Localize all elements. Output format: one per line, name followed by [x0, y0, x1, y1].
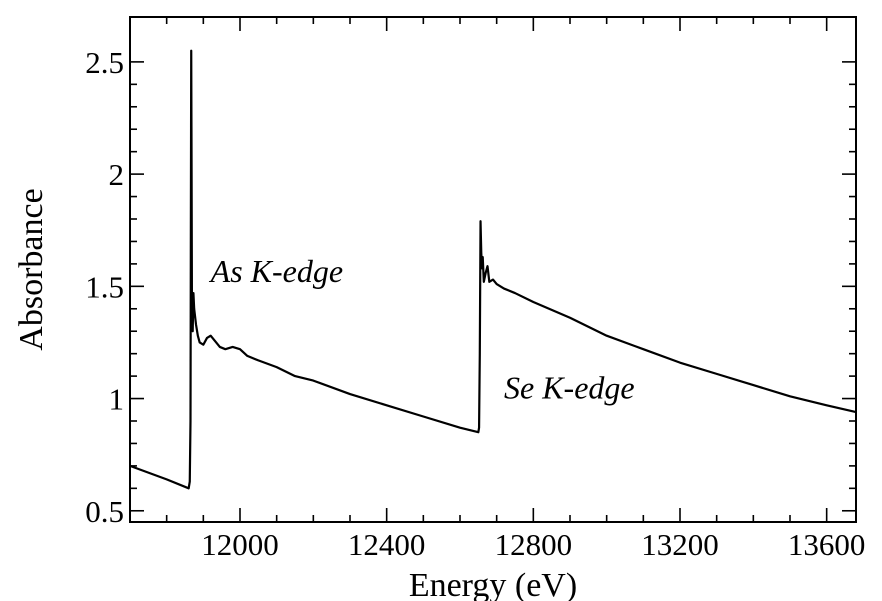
- x-tick-label: 13600: [788, 527, 866, 562]
- edge-annotations: As K-edge Se K-edge: [209, 253, 635, 406]
- x-axis-ticks: 12000 12400 12800 13200 13600: [165, 17, 866, 562]
- y-axis-ticks: 0.5 1 1.5 2 2.5: [85, 45, 856, 529]
- absorbance-series-line: [129, 49, 857, 490]
- x-tick-label: 12400: [348, 527, 426, 562]
- y-tick-label: 1.5: [85, 269, 124, 304]
- y-axis-title: Absorbance: [13, 188, 50, 350]
- y-tick-label: 1: [109, 382, 125, 417]
- y-tick-label: 2: [109, 157, 125, 192]
- y-tick-label: 2.5: [85, 45, 124, 80]
- as-k-edge-label: As K-edge: [209, 253, 343, 289]
- y-tick-label: 0.5: [85, 494, 124, 529]
- x-tick-label: 13200: [641, 527, 719, 562]
- x-axis-title: Energy (eV): [409, 567, 577, 601]
- x-tick-label: 12800: [495, 527, 573, 562]
- se-k-edge-label: Se K-edge: [504, 370, 635, 406]
- x-tick-label: 12000: [201, 527, 279, 562]
- plot-frame: [129, 16, 857, 523]
